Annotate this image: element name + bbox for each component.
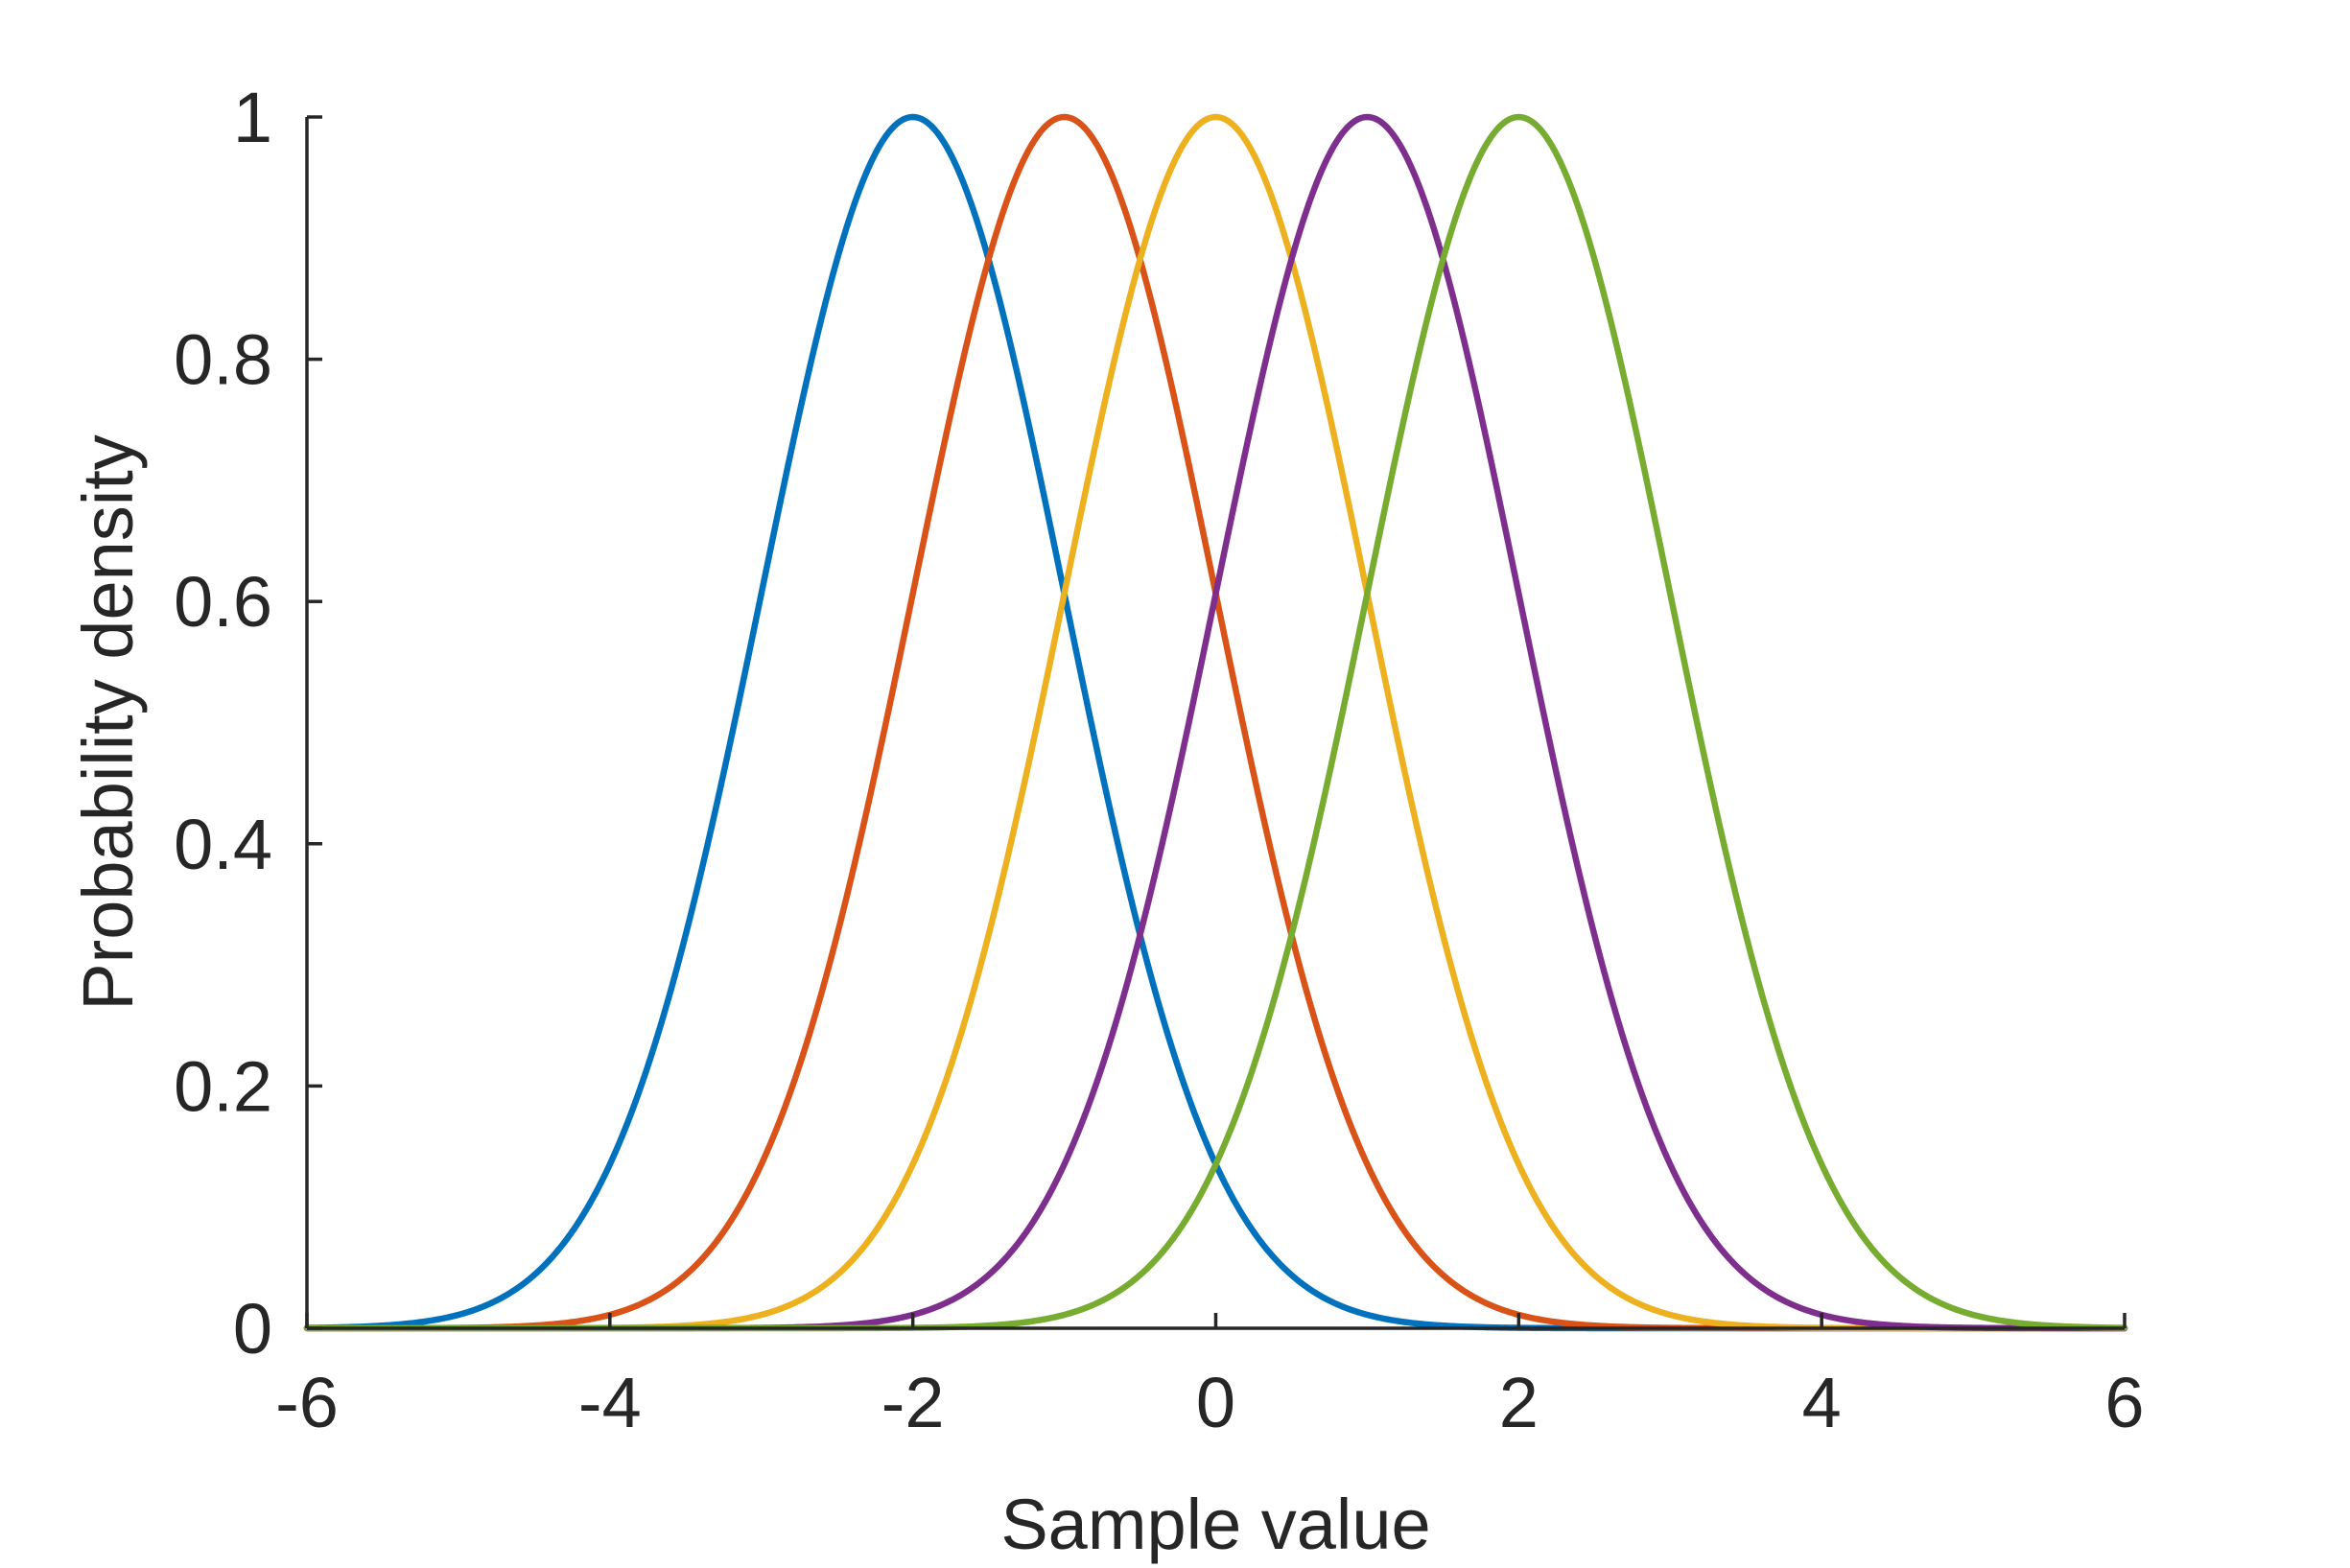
x-tick-label: -6 (275, 1363, 339, 1442)
y-tick-label: 0.2 (174, 1046, 272, 1126)
y-axis-title: Probability density (68, 434, 148, 1011)
series-line-5 (303, 113, 2128, 1332)
series-line-4 (303, 113, 2128, 1332)
x-tick-label: 6 (2104, 1363, 2144, 1442)
series-layer (303, 113, 2128, 1332)
y-tick-label: 0.8 (174, 320, 272, 400)
y-tick-label: 0 (233, 1289, 272, 1369)
y-tick-label: 0.6 (174, 562, 272, 642)
x-tick-label: 2 (1499, 1363, 1539, 1442)
series-line-1 (303, 113, 2128, 1332)
series-line-3 (303, 113, 2128, 1332)
series-line-2 (303, 113, 2128, 1332)
axes-layer: -6 -4 -2 0 2 4 6 0 0.2 0.4 0.6 0.8 1 (174, 78, 2144, 1442)
y-tick-label: 1 (233, 78, 272, 157)
x-axis-title: Sample value (1000, 1485, 1430, 1564)
x-tick-label: 4 (1802, 1363, 1842, 1442)
x-tick-label: 0 (1196, 1363, 1235, 1442)
x-tick-label: -4 (578, 1363, 642, 1442)
y-tick-label: 0.4 (174, 805, 272, 884)
x-tick-label: -2 (881, 1363, 945, 1442)
